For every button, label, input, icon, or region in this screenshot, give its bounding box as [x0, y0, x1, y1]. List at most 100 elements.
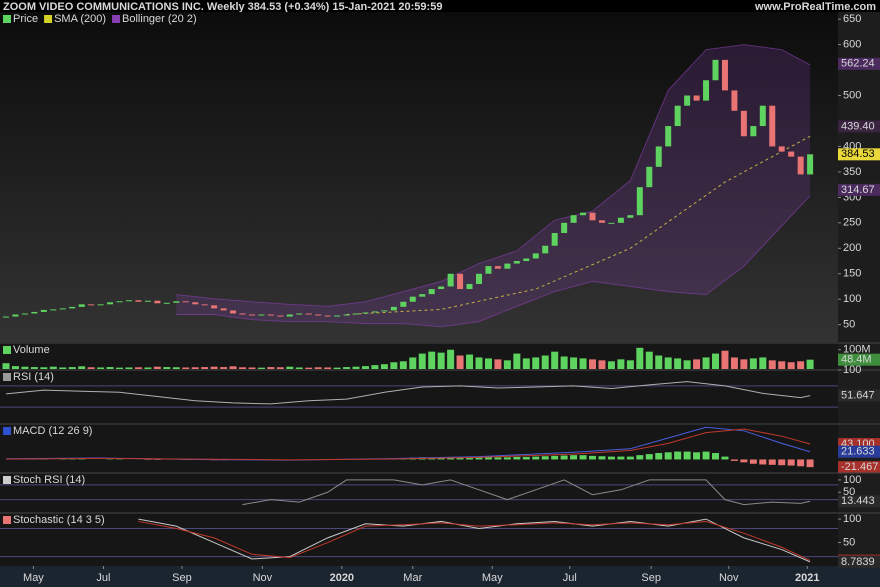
macd-histogram-bar [797, 459, 805, 467]
volume-bar [333, 367, 341, 369]
volume-bar [144, 367, 152, 369]
macd-histogram-bar [674, 451, 682, 460]
candle [390, 306, 397, 311]
volume-bar [11, 366, 19, 369]
panel-swatch [3, 373, 11, 381]
volume-bar [570, 357, 578, 369]
candle [740, 110, 747, 137]
bollinger-lower [176, 195, 811, 328]
volume-bar [30, 367, 38, 369]
y-tick-label: 200 [843, 242, 861, 254]
y-tick-label: 100 [843, 474, 861, 486]
candle [267, 314, 274, 316]
candle [116, 301, 123, 303]
candle [494, 266, 501, 269]
volume-bar [361, 366, 369, 369]
volume-bar [645, 351, 653, 369]
x-tick-label: Jul [96, 572, 110, 584]
candle [750, 126, 757, 137]
candle [59, 308, 66, 310]
candle [608, 222, 615, 224]
panel-title: Volume [13, 344, 50, 356]
volume-bar [579, 358, 587, 369]
x-tick-label: Sep [172, 572, 192, 584]
header-title: ZOOM VIDEO COMMUNICATIONS INC. Weekly 38… [3, 1, 442, 13]
value-marker-bg [838, 445, 880, 458]
value-marker-bg [838, 555, 880, 568]
volume-bar [503, 360, 511, 369]
volume-bar [740, 359, 748, 369]
candle [353, 313, 360, 315]
volume-bar [267, 367, 275, 369]
volume-bar [787, 362, 795, 369]
candle [523, 258, 530, 262]
volume-bar [674, 358, 682, 369]
candle [598, 220, 605, 223]
y-tick-label: 50 [843, 536, 855, 548]
value-marker: 8.7839 [841, 556, 875, 568]
volume-bar [87, 367, 95, 369]
value-marker-bg [838, 183, 880, 196]
candle [759, 105, 766, 127]
candle [362, 312, 369, 314]
volume-bar [702, 357, 710, 369]
bollinger-band [176, 44, 811, 327]
panel-title: RSI (14) [13, 371, 54, 383]
volume-bar [683, 360, 691, 369]
x-tick-label: Nov [719, 572, 739, 584]
x-tick-label: Nov [253, 572, 273, 584]
panel-swatch [3, 476, 11, 484]
macd-histogram-bar [541, 456, 549, 460]
candle [646, 166, 653, 188]
volume-bar [2, 363, 10, 369]
candle [589, 212, 596, 221]
volume-bar [163, 367, 171, 369]
macd-histogram-bar [712, 453, 719, 460]
candle [21, 313, 28, 315]
macd-histogram-bar [636, 455, 644, 460]
candle [315, 314, 322, 316]
macd-histogram-bar [655, 453, 663, 460]
macd-histogram-bar [721, 456, 729, 460]
volume-bar [768, 360, 776, 369]
volume-bar [343, 367, 351, 369]
candle [248, 314, 255, 316]
candle [163, 302, 170, 304]
volume-bar [116, 367, 124, 369]
volume-bar [352, 366, 360, 369]
volume-bar [437, 352, 445, 369]
macd-histogram-bar [551, 455, 559, 460]
x-tick-label: May [482, 572, 503, 584]
candle [31, 311, 38, 314]
macd-histogram-bar [513, 456, 521, 460]
macd-histogram-bar [759, 459, 767, 465]
value-marker-bg [838, 495, 880, 508]
volume-bar [607, 361, 615, 369]
volume-bar [466, 354, 474, 369]
volume-bar [494, 359, 502, 369]
candle [305, 313, 312, 315]
legend-label: Bollinger (20 2) [122, 13, 197, 25]
volume-bar [106, 367, 114, 369]
candle [286, 314, 293, 317]
volume-bar [636, 347, 644, 369]
volume-bar [380, 364, 388, 369]
candle [296, 313, 303, 315]
value-marker-bg [838, 120, 880, 133]
volume-bar [456, 355, 464, 369]
panel-title: Stoch RSI (14) [13, 474, 85, 486]
macd-histogram-bar [645, 454, 653, 460]
volume-bar [484, 358, 492, 369]
value-marker: 51.647 [841, 390, 875, 402]
candle [135, 300, 142, 302]
macd-histogram-bar [806, 459, 814, 468]
candle [457, 273, 464, 290]
volume-bar [59, 367, 67, 369]
y-tick-label: 100M [843, 344, 871, 356]
candle [88, 304, 95, 306]
candle [513, 261, 520, 264]
bollinger-upper [176, 44, 811, 307]
volume-bar [598, 360, 606, 369]
value-marker-bg [838, 461, 880, 474]
y-tick-label: 500 [843, 89, 861, 101]
